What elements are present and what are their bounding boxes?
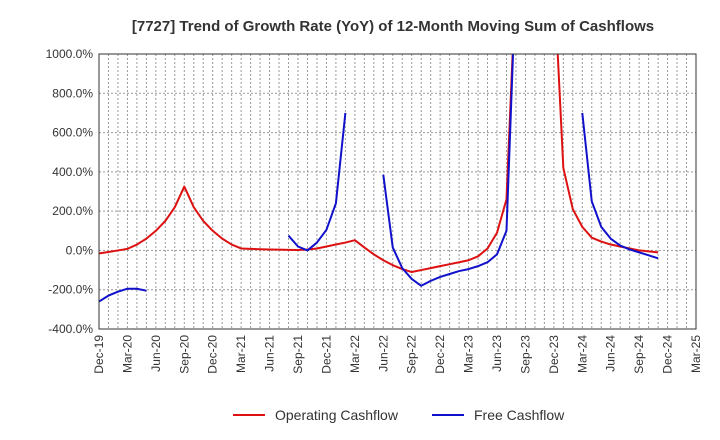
- x-tick-label: Dec-19: [92, 335, 106, 374]
- y-tick-label: 0.0%: [66, 243, 94, 257]
- x-tick-label: Jun-21: [263, 335, 277, 372]
- y-tick-label: 200.0%: [52, 204, 93, 218]
- y-tick-label: -200.0%: [48, 283, 93, 297]
- y-tick-label: -400.0%: [48, 322, 93, 336]
- x-tick-label: Dec-23: [547, 335, 561, 374]
- y-tick-label: 1000.0%: [46, 47, 94, 61]
- x-axis: Dec-19 Mar-20 Jun-20 Sep-20 Dec-20 Mar-21 Jun-…: [92, 335, 703, 374]
- series-line-1: [99, 54, 659, 303]
- legend: Operating Cashflow Free Cashflow: [233, 407, 565, 423]
- x-tick-label: Mar-21: [234, 335, 248, 373]
- y-tick-label: 800.0%: [52, 86, 93, 100]
- x-tick-label: Mar-23: [462, 335, 476, 373]
- x-tick-label: Dec-22: [433, 335, 447, 374]
- x-tick-label: Sep-22: [405, 335, 419, 374]
- x-tick-label: Dec-20: [206, 335, 220, 374]
- x-tick-label: Dec-24: [661, 335, 675, 374]
- plot-frame: [98, 53, 697, 330]
- x-tick-label: Jun-23: [490, 335, 504, 372]
- series-lines: [99, 54, 659, 303]
- x-tick-label: Mar-22: [348, 335, 362, 373]
- x-tick-label: Jun-22: [376, 335, 390, 372]
- x-tick-label: Jun-20: [149, 335, 163, 372]
- x-tick-label: Mar-25: [689, 335, 703, 373]
- chart-title: [7727] Trend of Growth Rate (YoY) of 12-…: [132, 18, 654, 35]
- grid-lines: [98, 53, 697, 330]
- x-tick-label: Sep-24: [632, 335, 646, 374]
- x-tick-label: Dec-21: [319, 335, 333, 374]
- legend-label-1: Free Cashflow: [474, 407, 565, 423]
- x-tick-label: Sep-23: [518, 335, 532, 374]
- y-axis: -400.0% -200.0% 0.0% 200.0% 400.0% 600.0% 800.…: [46, 47, 94, 336]
- x-tick-label: Sep-20: [177, 335, 191, 374]
- y-tick-label: 600.0%: [52, 126, 93, 140]
- legend-label-0: Operating Cashflow: [275, 407, 399, 423]
- x-tick-label: Mar-20: [120, 335, 134, 373]
- x-tick-label: Mar-24: [575, 335, 589, 373]
- y-tick-label: 400.0%: [52, 165, 93, 179]
- plot-area: [99, 54, 696, 329]
- x-tick-label: Jun-24: [604, 335, 618, 372]
- x-tick-label: Sep-21: [291, 335, 305, 374]
